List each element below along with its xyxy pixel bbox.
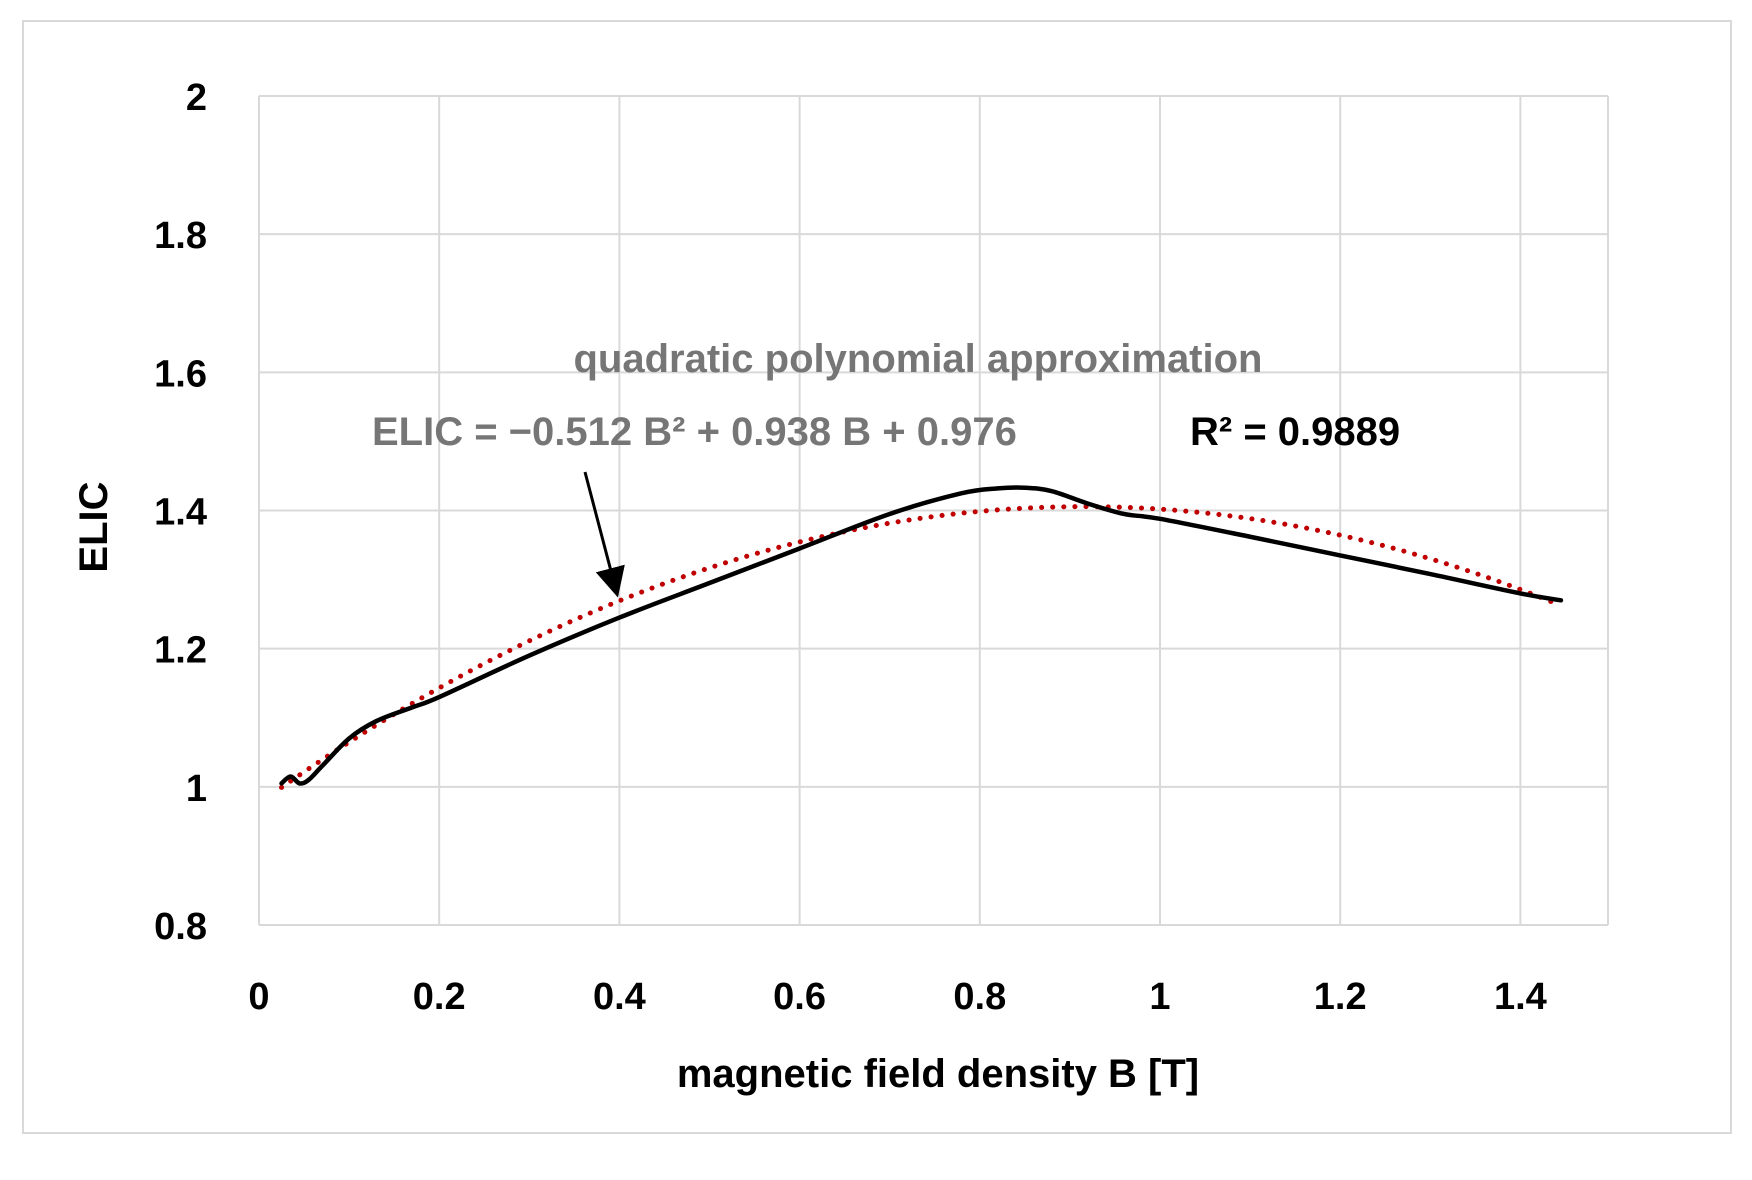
fit-approximation-line xyxy=(279,504,1559,790)
r-squared-annotation: R² = 0.9889 xyxy=(1190,410,1400,454)
x-tick-label: 0.4 xyxy=(593,976,646,1018)
x-axis-ticks: 0 0.2 0.4 0.6 0.8 1 1.2 1.4 xyxy=(248,976,1546,1018)
fit-title-annotation: quadratic polynomial approximation xyxy=(574,337,1263,381)
y-axis-ticks: 0.8 1 1.2 1.4 1.6 1.8 2 xyxy=(154,77,207,948)
plot-series xyxy=(279,485,1564,790)
y-tick-label: 1.8 xyxy=(154,215,207,257)
x-tick-label: 1.2 xyxy=(1314,976,1367,1018)
y-tick-label: 1.4 xyxy=(154,492,207,534)
annotation-arrow xyxy=(583,471,625,598)
y-tick-label: 2 xyxy=(186,77,207,119)
y-axis-title: ELIC xyxy=(72,481,116,572)
y-tick-label: 1.6 xyxy=(154,353,207,395)
y-tick-label: 1 xyxy=(186,768,207,810)
x-axis-title: magnetic field density B [T] xyxy=(677,1052,1199,1096)
x-tick-label: 0.2 xyxy=(413,976,466,1018)
x-tick-label: 0.8 xyxy=(953,976,1006,1018)
x-tick-label: 1 xyxy=(1149,976,1170,1018)
x-tick-label: 1.4 xyxy=(1494,976,1547,1018)
x-tick-label: 0 xyxy=(248,976,269,1018)
fit-equation-annotation: ELIC = −0.512 B² + 0.938 B + 0.976 xyxy=(372,410,1017,454)
y-tick-label: 0.8 xyxy=(154,906,207,948)
grid xyxy=(258,95,1609,926)
measured-elic-line xyxy=(279,485,1564,786)
x-tick-label: 0.6 xyxy=(773,976,826,1018)
y-tick-label: 1.2 xyxy=(154,630,207,672)
